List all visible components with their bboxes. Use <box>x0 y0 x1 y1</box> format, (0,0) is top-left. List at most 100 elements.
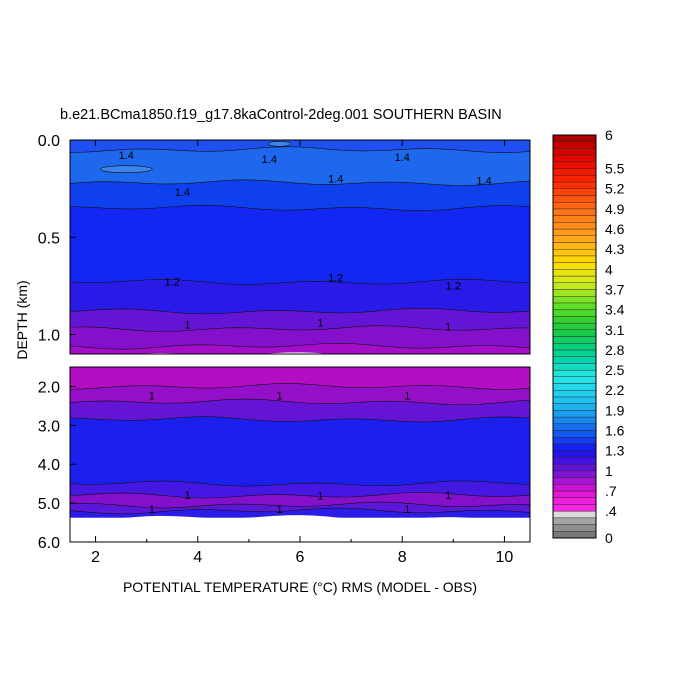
lower-contour-line <box>70 480 530 487</box>
colorbar-swatch <box>552 457 597 465</box>
colorbar-swatch <box>552 215 597 223</box>
colorbar-swatch <box>552 161 597 169</box>
upper-band <box>70 205 530 286</box>
colorbar: 6 5.5 5.2 4.9 4.6 4.3 4 3.7 3.4 3.1 2.8 2.5 2.2 1.9 1.… <box>552 127 625 546</box>
contour-label: 1.4 <box>119 150 134 162</box>
colorbar-swatch <box>552 336 597 344</box>
y-tick-label: 0.5 <box>38 230 60 247</box>
upper-contour-line <box>70 343 530 350</box>
contour-label: 1.2 <box>165 277 180 289</box>
upper-contour-line <box>70 308 530 315</box>
contour-label: 1 <box>149 391 155 403</box>
contour-label: 1 <box>404 391 410 403</box>
chart-title: b.e21.BCma1850.f19_g17.8kaControl-2deg.0… <box>60 107 502 123</box>
lower-contour-line <box>70 398 530 406</box>
contour-labels: 1.4 1.4 1.4 1.4 1.4 1.4 1.2 1.2 1.2 1 1 1 1 1 1 1 1 1 1 1 1 <box>119 150 492 516</box>
y-tick-label: 3.0 <box>38 418 60 435</box>
y-tick-label: 6.0 <box>38 535 60 552</box>
colorbar-swatch <box>552 175 597 183</box>
colorbar-swatch <box>552 430 597 438</box>
lower-band <box>70 508 530 521</box>
contour-label: 1.2 <box>328 273 343 285</box>
colorbar-label: 1.3 <box>605 443 625 459</box>
lower-panel-contours <box>70 383 530 515</box>
x-tick-label: 8 <box>398 549 407 566</box>
colorbar-swatch <box>552 383 597 391</box>
contour-label: 1 <box>184 319 190 331</box>
lower-band <box>70 399 530 423</box>
colorbar-label: 2.2 <box>605 382 625 398</box>
colorbar-label: 0 <box>605 530 613 546</box>
upper-panel-contours <box>70 146 530 350</box>
colorbar-swatch <box>552 396 597 404</box>
contour-label: 1 <box>317 317 323 329</box>
colorbar-label: 1.6 <box>605 423 625 439</box>
colorbar-swatch <box>552 329 597 337</box>
contour-label: 1 <box>276 504 282 516</box>
colorbar-label: 3.1 <box>605 322 625 338</box>
colorbar-swatch <box>552 390 597 398</box>
colorbar-swatch <box>552 490 597 498</box>
contour-label: 1.4 <box>175 187 190 199</box>
colorbar-swatch <box>552 517 597 525</box>
colorbar-label: 4.3 <box>605 241 625 257</box>
colorbar-swatch <box>552 423 597 431</box>
colorbar-swatch <box>552 497 597 505</box>
colorbar-swatch <box>552 141 597 149</box>
colorbar-swatch <box>552 369 597 378</box>
contour-label: 1 <box>149 504 155 516</box>
colorbar-swatch <box>552 148 597 156</box>
colorbar-swatch <box>552 296 597 304</box>
colorbar-swatch <box>552 437 597 445</box>
colorbar-swatch <box>552 356 597 364</box>
upper-contour-line <box>70 146 530 153</box>
y-tick-label: 1.0 <box>38 328 60 345</box>
y-tick-label: 0.0 <box>38 133 60 150</box>
y-axis-label: DEPTH (km) <box>14 280 30 359</box>
colorbar-swatch <box>552 201 597 210</box>
colorbar-swatch <box>552 195 597 203</box>
upper-band <box>70 343 530 354</box>
colorbar-swatch <box>552 450 597 458</box>
colorbar-label: 4 <box>605 261 613 277</box>
colorbar-swatch <box>552 302 597 310</box>
colorbar-label: 3.4 <box>605 302 625 318</box>
contour-label: 1 <box>276 391 282 403</box>
upper-contour-line <box>70 179 530 186</box>
contour-label: 1.4 <box>262 154 277 166</box>
contour-label: 1 <box>317 491 323 503</box>
upper-panel-fill <box>70 140 530 354</box>
colorbar-label: 2.8 <box>605 342 625 358</box>
colorbar-swatch <box>552 484 597 492</box>
colorbar-label: 5.2 <box>605 181 625 197</box>
upper-closed-contour <box>268 141 291 147</box>
x-tick-label: 6 <box>296 549 305 566</box>
x-tick-label: 4 <box>193 549 202 566</box>
contour-label: 1.4 <box>476 175 491 187</box>
contour-label: 1 <box>404 504 410 516</box>
lower-band <box>70 416 530 488</box>
colorbar-swatch <box>552 154 597 163</box>
colorbar-swatch <box>552 470 597 478</box>
colorbar-swatch <box>552 282 597 290</box>
lower-band <box>70 480 530 500</box>
lower-contour-line <box>70 507 530 515</box>
colorbar-swatch <box>552 134 597 142</box>
upper-closed-contour <box>99 165 153 173</box>
y-tick-label: 2.0 <box>38 379 60 396</box>
upper-band <box>70 308 530 333</box>
colorbar-label: 4.9 <box>605 201 625 217</box>
lower-contour-line <box>70 492 530 499</box>
upper-contour-line <box>70 325 530 332</box>
colorbar-label: .4 <box>605 503 617 519</box>
lower-panel-fill <box>70 367 530 542</box>
colorbar-swatch <box>552 275 597 283</box>
lower-band <box>70 502 530 515</box>
colorbar-label: 3.7 <box>605 281 625 297</box>
colorbar-label: .7 <box>605 483 617 499</box>
colorbar-swatch <box>552 524 597 532</box>
upper-band <box>70 146 530 187</box>
colorbar-swatch <box>552 316 597 324</box>
upper-band <box>70 325 530 351</box>
colorbar-swatch <box>552 477 597 485</box>
